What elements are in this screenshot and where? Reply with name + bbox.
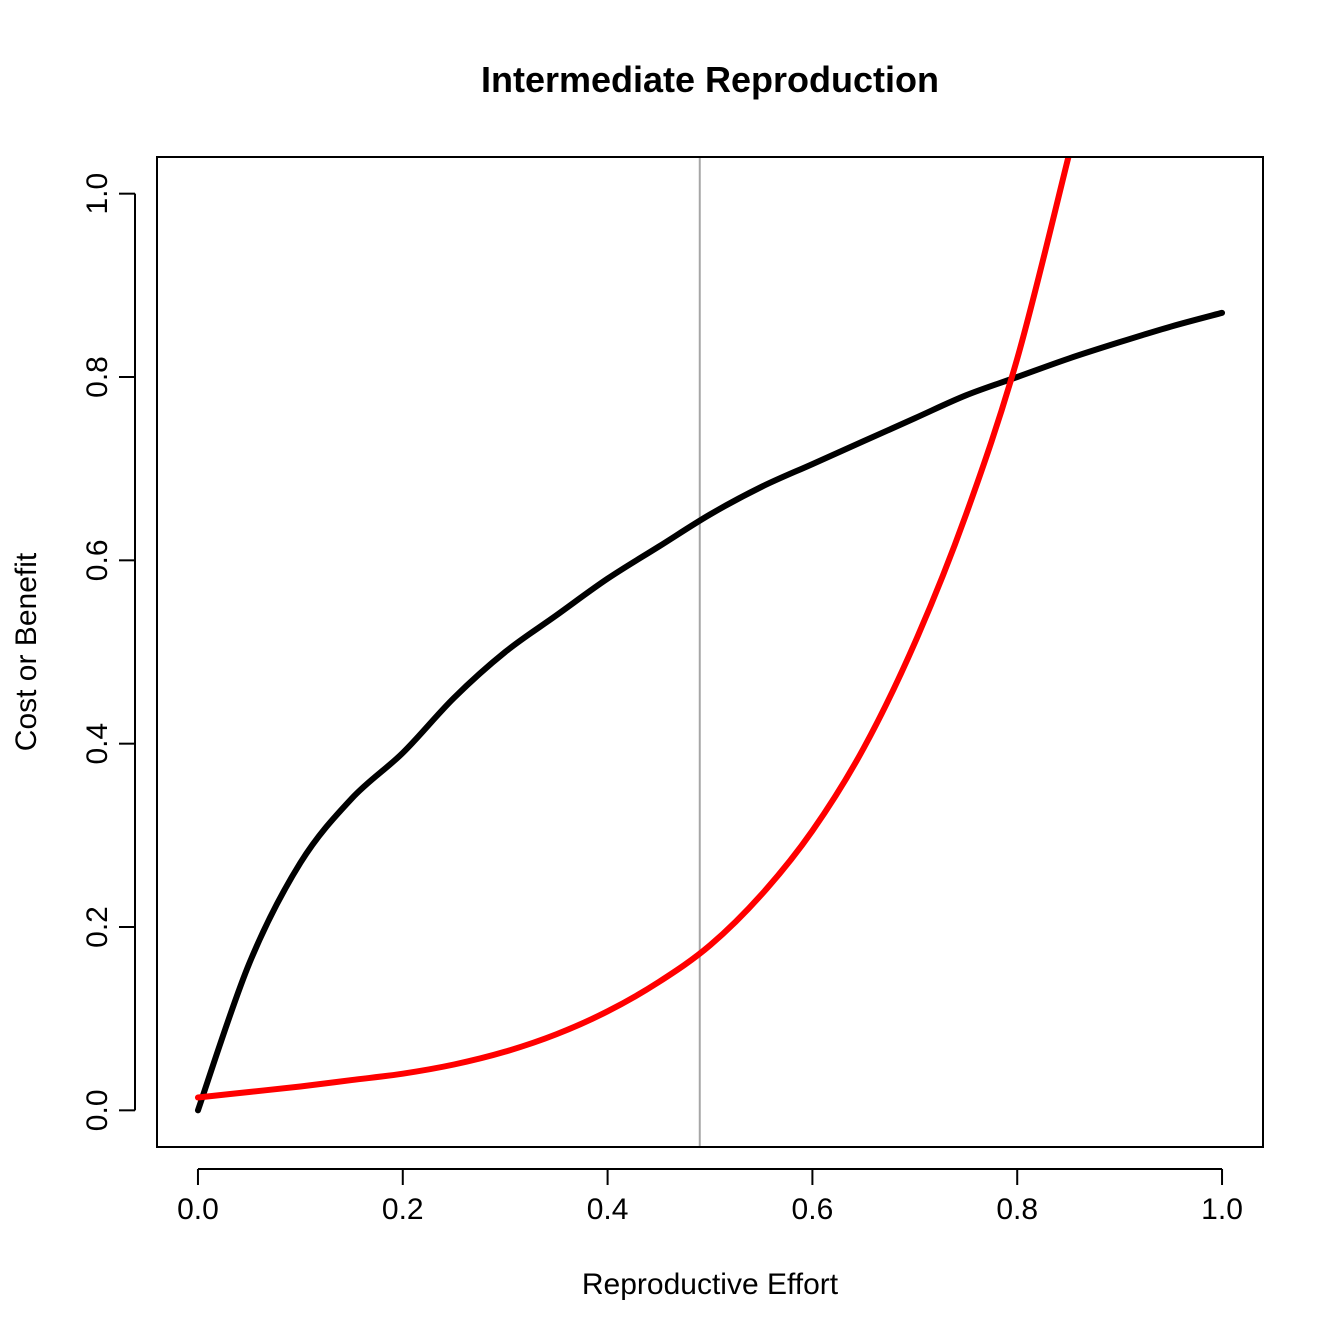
x-tick-label: 1.0 [1201, 1193, 1243, 1226]
x-tick-label: 0.8 [996, 1193, 1038, 1226]
x-axis-label: Reproductive Effort [582, 1268, 839, 1301]
y-tick-label: 0.4 [81, 723, 114, 765]
x-tick-label: 0.4 [587, 1193, 629, 1226]
chart-title: Intermediate Reproduction [481, 59, 939, 100]
x-tick-label: 0.0 [177, 1193, 219, 1226]
series-line-2 [194, 157, 1072, 1101]
plot-frame [156, 156, 1264, 1148]
y-tick-label: 0.2 [81, 906, 114, 948]
x-tick-label: 0.2 [382, 1193, 424, 1226]
x-tick-label: 0.6 [792, 1193, 834, 1226]
y-tick-label: 0.6 [81, 539, 114, 581]
y-axis-label: Cost or Benefit [10, 552, 43, 751]
x-axis: 0.0 0.2 0.4 0.6 0.8 1.0 [177, 1168, 1243, 1226]
y-axis: 0.0 0.2 0.4 0.6 0.8 1.0 [81, 173, 136, 1131]
series-line-1 [194, 309, 1226, 1114]
y-tick-label: 0.8 [81, 356, 114, 398]
plot-area [194, 157, 1226, 1147]
y-tick-label: 1.0 [81, 173, 114, 215]
y-tick-label: 0.0 [81, 1089, 114, 1131]
